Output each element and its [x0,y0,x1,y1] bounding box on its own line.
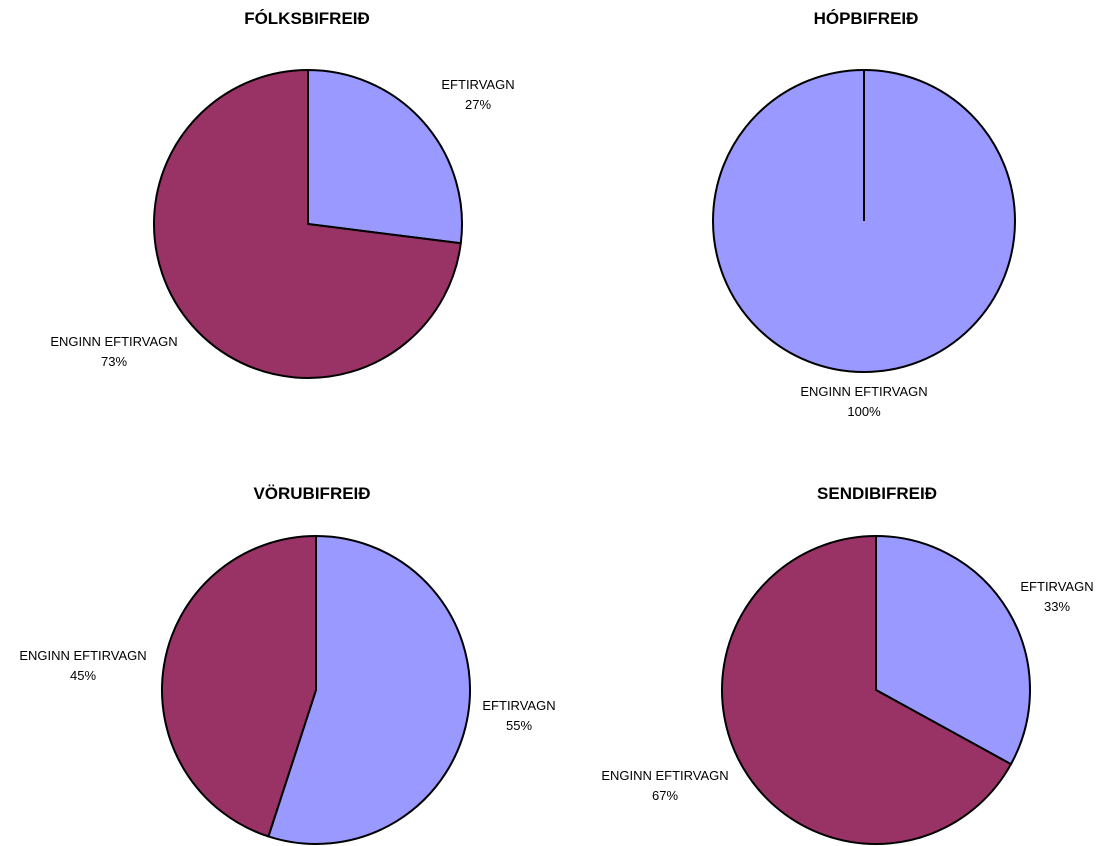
pie-slice-enginn-eftirvagn [161,535,317,838]
pie-chart: FÓLKSBIFREIÐ EFTIRVAGN 27% ENGINN EFTIRVAGN… [50,9,515,379]
pie-slice-enginn-eftirvagn [153,69,462,379]
slice-percent-label: 55% [506,718,532,733]
slice-percent-label: 100% [847,404,881,419]
slice-label: ENGINN EFTIRVAGN [50,334,177,349]
slice-percent-label: 33% [1044,599,1070,614]
pie-chart: SENDIBIFREIÐ EFTIRVAGN 33% ENGINN EFTIRVAGN… [601,484,1094,845]
slice-label: EFTIRVAGN [482,698,555,713]
pie-slice-eftirvagn [267,535,471,845]
slice-label: ENGINN EFTIRVAGN [800,384,927,399]
slice-label: EFTIRVAGN [1020,579,1093,594]
pie-slice-eftirvagn [875,535,1031,766]
pie-chart: HÓPBIFREIÐ ENGINN EFTIRVAGN 100% [712,9,1016,419]
slice-percent-label: 27% [465,97,491,112]
pie-slice-eftirvagn [307,69,463,245]
slice-label: ENGINN EFTIRVAGN [601,768,728,783]
slice-percent-label: 45% [70,668,96,683]
slice-percent-label: 73% [101,354,127,369]
chart-title: SENDIBIFREIÐ [817,484,937,503]
slice-label: ENGINN EFTIRVAGN [19,648,146,663]
chart-title: VÖRUBIFREIÐ [253,484,370,503]
chart-title: HÓPBIFREIÐ [814,9,919,28]
pie-slice-enginn-eftirvagn [721,535,1012,845]
slice-label: EFTIRVAGN [441,77,514,92]
pie-chart: VÖRUBIFREIÐ EFTIRVAGN 55% ENGINN EFTIRVAGN 4… [19,484,556,845]
slice-percent-label: 67% [652,788,678,803]
chart-title: FÓLKSBIFREIÐ [244,9,370,28]
